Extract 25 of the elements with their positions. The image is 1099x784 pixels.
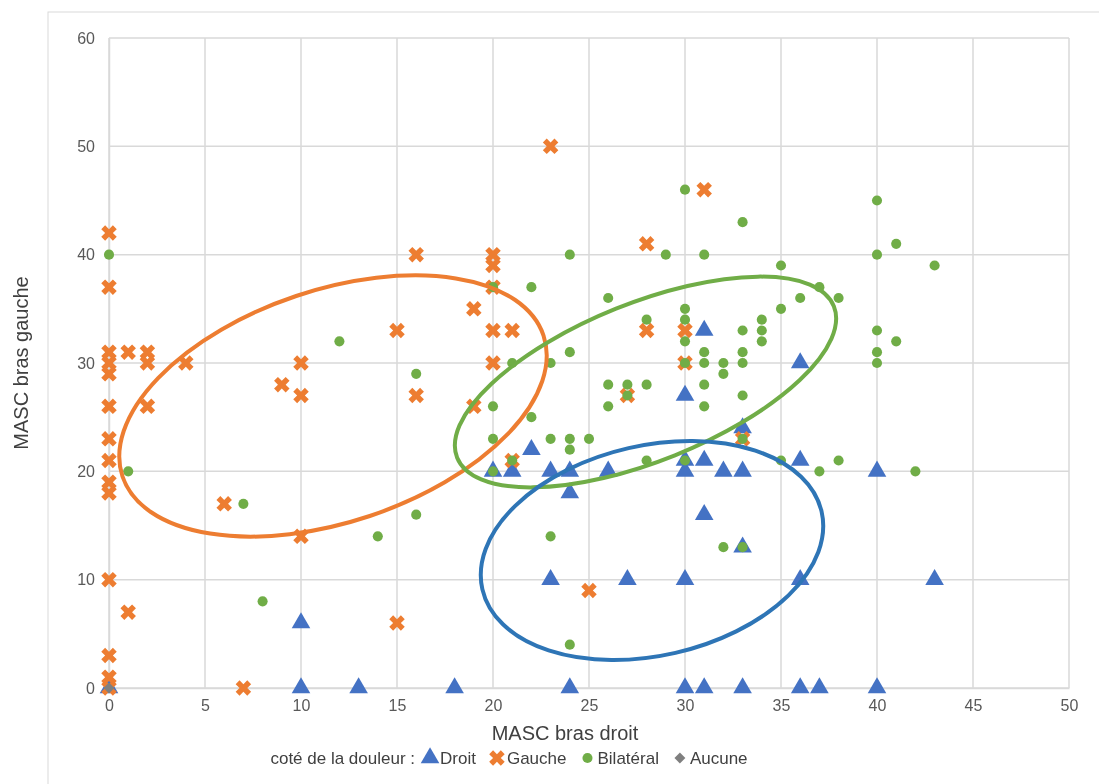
y-tick-label: 60 — [77, 29, 96, 47]
x-tick-label: 50 — [1060, 697, 1079, 715]
y-tick-label: 10 — [77, 571, 96, 589]
x-tick-label: 25 — [580, 697, 599, 715]
y-axis-title: MASC bras gauche — [10, 276, 32, 450]
y-tick-label: 30 — [77, 354, 96, 372]
y-tick-label: 20 — [77, 462, 96, 480]
x-axis-title: MASC bras droit — [491, 722, 639, 744]
legend-label: Droit — [440, 749, 477, 768]
x-tick-label: 40 — [868, 697, 887, 715]
legend-title: coté de la douleur : — [270, 749, 416, 768]
x-tick-label: 45 — [964, 697, 983, 715]
x-tick-label: 0 — [105, 697, 115, 715]
y-tick-label: 40 — [77, 246, 96, 264]
legend-label: Aucune — [689, 749, 748, 768]
x-tick-label: 20 — [484, 697, 503, 715]
legend-label: Bilatéral — [597, 749, 659, 768]
y-tick-label: 50 — [77, 137, 96, 155]
x-tick-label: 15 — [388, 697, 407, 715]
x-tick-label: 5 — [201, 697, 211, 715]
legend-label: Gauche — [506, 749, 567, 768]
x-tick-label: 10 — [292, 697, 311, 715]
x-tick-label: 30 — [676, 697, 695, 715]
x-tick-label: 35 — [772, 697, 791, 715]
y-tick-label: 0 — [86, 679, 96, 697]
